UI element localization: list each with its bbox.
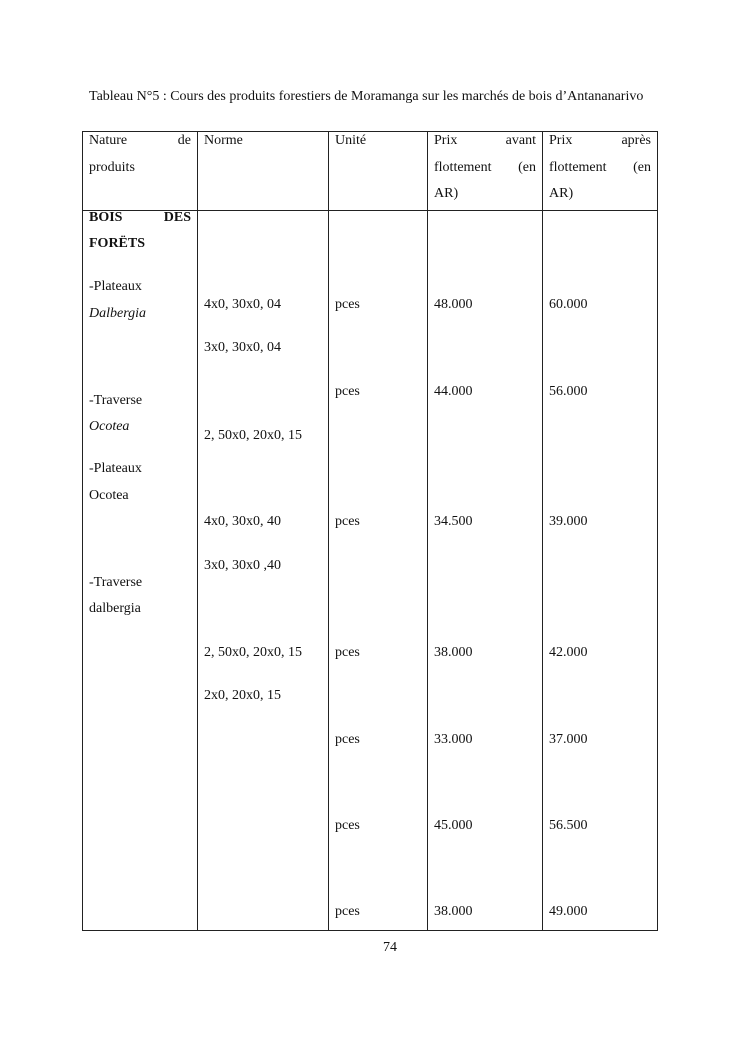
unite-cell: pces xyxy=(335,645,360,660)
unite-cell: pces xyxy=(335,514,360,529)
header-prix-avant: Prix avant xyxy=(434,132,536,150)
header-word: flottement xyxy=(434,160,492,175)
category-word: BOIS xyxy=(89,210,123,225)
prix-avant-cell: 33.000 xyxy=(434,732,473,747)
prix-avant-cell: 44.000 xyxy=(434,384,473,399)
product-name: -Plateaux xyxy=(89,279,142,294)
header-word: Nature xyxy=(89,133,128,148)
norme-cell: 3x0, 30x0 ,40 xyxy=(204,558,281,573)
unite-cell: pces xyxy=(335,384,360,399)
header-word: (en xyxy=(518,160,536,175)
table-caption: Tableau N°5 : Cours des produits foresti… xyxy=(89,89,644,104)
category-word: DES xyxy=(163,210,191,225)
table-border-bottom xyxy=(82,930,658,931)
header-word: flottement xyxy=(549,160,607,175)
product-species: Dalbergia xyxy=(89,306,147,321)
prix-apres-cell: 39.000 xyxy=(549,514,588,529)
category-label-2: FORËTS xyxy=(89,236,146,251)
header-word: (en xyxy=(633,160,651,175)
product-species: dalbergia xyxy=(89,601,141,616)
header-prix-apres: Prix après xyxy=(549,132,651,150)
norme-cell: 4x0, 30x0, 04 xyxy=(204,297,281,312)
header-word: Prix xyxy=(549,133,573,148)
header-prix-apres-3: AR) xyxy=(549,186,574,201)
col-line xyxy=(427,131,428,931)
unite-cell: pces xyxy=(335,904,360,919)
prix-apres-cell: 60.000 xyxy=(549,297,588,312)
prix-apres-cell: 56.000 xyxy=(549,384,588,399)
table-border-top xyxy=(82,131,658,132)
header-nature-2: produits xyxy=(89,160,135,175)
header-word: de xyxy=(177,133,191,148)
product-species: Ocotea xyxy=(89,488,129,503)
product-species: Ocotea xyxy=(89,419,130,434)
unite-cell: pces xyxy=(335,732,360,747)
category-label: BOIS DES xyxy=(89,209,191,227)
prix-apres-cell: 37.000 xyxy=(549,732,588,747)
prix-avant-cell: 38.000 xyxy=(434,904,473,919)
col-line xyxy=(657,131,658,931)
prix-apres-cell: 42.000 xyxy=(549,645,588,660)
header-divider xyxy=(82,210,658,211)
prix-apres-cell: 56.500 xyxy=(549,818,588,833)
page-number: 74 xyxy=(383,940,397,955)
header-prix-avant-3: AR) xyxy=(434,186,459,201)
col-line xyxy=(197,131,198,931)
unite-cell: pces xyxy=(335,818,360,833)
product-name: -Plateaux xyxy=(89,461,142,476)
norme-cell: 2x0, 20x0, 15 xyxy=(204,688,281,703)
norme-cell: 2, 50x0, 20x0, 15 xyxy=(204,645,302,660)
header-word: après xyxy=(621,133,651,148)
header-prix-apres-2: flottement (en xyxy=(549,159,651,177)
prix-avant-cell: 34.500 xyxy=(434,514,473,529)
product-name: -Traverse xyxy=(89,575,143,590)
prix-avant-cell: 48.000 xyxy=(434,297,473,312)
header-prix-avant-2: flottement (en xyxy=(434,159,536,177)
header-norme: Norme xyxy=(204,133,243,148)
header-word: avant xyxy=(505,133,536,148)
norme-cell: 4x0, 30x0, 40 xyxy=(204,514,281,529)
norme-cell: 3x0, 30x0, 04 xyxy=(204,340,281,355)
header-unite: Unité xyxy=(335,133,367,148)
col-line xyxy=(328,131,329,931)
unite-cell: pces xyxy=(335,297,360,312)
col-line xyxy=(542,131,543,931)
product-name: -Traverse xyxy=(89,393,143,408)
norme-cell: 2, 50x0, 20x0, 15 xyxy=(204,428,302,443)
prix-avant-cell: 45.000 xyxy=(434,818,473,833)
prix-apres-cell: 49.000 xyxy=(549,904,588,919)
prix-avant-cell: 38.000 xyxy=(434,645,473,660)
header-word: Prix xyxy=(434,133,458,148)
col-line xyxy=(82,131,83,931)
header-nature: Nature de xyxy=(89,132,191,150)
